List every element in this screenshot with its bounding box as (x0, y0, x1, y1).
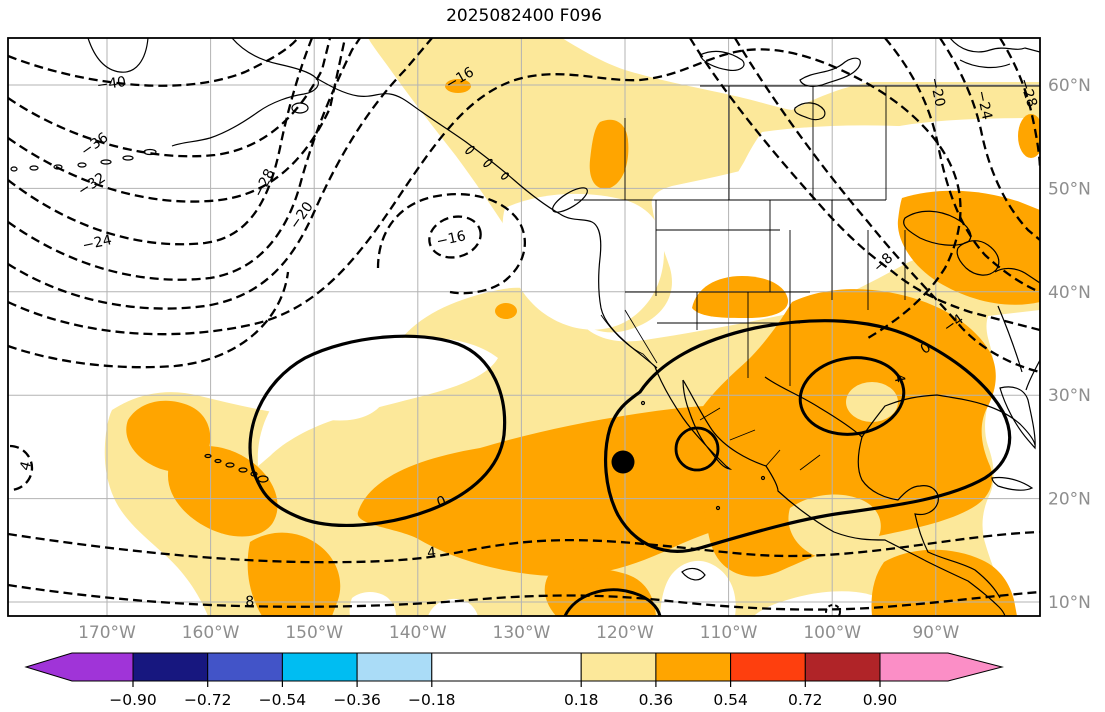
lat-tick-label: 40°N (1048, 283, 1091, 303)
colorbar-segment (580, 652, 657, 682)
colorbar-tick-label: 0.72 (788, 691, 823, 709)
colorbar-tick-label: 0.36 (639, 691, 674, 709)
colorbar-tick-label: −0.36 (333, 691, 381, 709)
colorbar-segment (281, 652, 358, 682)
lon-tick-label: 170°W (78, 623, 136, 643)
lon-tick-label: 150°W (285, 623, 343, 643)
colorbar-extend-left (24, 652, 134, 682)
plot-border (7, 37, 1041, 617)
colorbar-segment (655, 652, 732, 682)
colorbar-extend-right (879, 652, 1004, 682)
longitude-tick-labels: 170°W 160°W 150°W 140°W 130°W 120°W 110°W 100°W… (78, 623, 959, 643)
observation-marker-dot (611, 450, 635, 474)
contour-label: −40 (96, 74, 127, 94)
contour-label: −24 (81, 232, 113, 254)
dashed-contours (8, 38, 1040, 616)
colorbar-tick-label: −0.72 (184, 691, 232, 709)
contour-label: 8 (245, 594, 254, 610)
colorbar-segment (132, 652, 209, 682)
colorbar-tick-label: −0.18 (408, 691, 456, 709)
coastlines (10, 38, 1040, 616)
contour-label: −20 (926, 76, 948, 108)
lat-tick-label: 50°N (1048, 179, 1091, 199)
colorbar: −0.90 −0.72 −0.54 −0.36 −0.18 0.18 0.36 0.54 0.7… (24, 652, 1004, 709)
lon-tick-label: 120°W (596, 623, 654, 643)
colorbar-tick-label: −0.90 (109, 691, 157, 709)
lat-tick-label: 10°N (1048, 593, 1091, 613)
contour-label: 4 (890, 373, 907, 385)
colorbar-tick-label: 0.54 (713, 691, 748, 709)
lon-tick-label: 90°W (912, 623, 959, 643)
colorbar-segment (207, 652, 283, 682)
colorbar-tick-label: 0.90 (863, 691, 898, 709)
colorbar-tick-label: 0.18 (564, 691, 599, 709)
lon-tick-label: 100°W (803, 623, 861, 643)
colorbar-segment (431, 652, 582, 682)
solid-contours (248, 319, 1012, 616)
contour-label: −28 (251, 166, 279, 200)
colorbar-segment (356, 652, 433, 682)
lon-tick-label: 130°W (493, 623, 551, 643)
marker-dot (611, 450, 635, 474)
colorbar-segment (804, 652, 881, 682)
contour-label: −32 (75, 170, 108, 200)
colorbar-tick-label: −0.54 (259, 691, 307, 709)
page-title: 2025082400 F096 (446, 6, 602, 26)
lon-tick-label: 110°W (700, 623, 758, 643)
contour-label: 4 (17, 460, 35, 473)
colorbar-segment (730, 652, 806, 682)
lat-tick-label: 20°N (1048, 490, 1091, 510)
lat-tick-label: 60°N (1048, 76, 1091, 96)
contour-label: 4 (427, 545, 437, 562)
contour-label: −36 (78, 130, 111, 160)
lat-tick-label: 30°N (1048, 386, 1091, 406)
contour-label: −24 (973, 89, 995, 121)
lon-tick-label: 160°W (182, 623, 240, 643)
latitude-tick-labels: 60°N 50°N 40°N 30°N 20°N 10°N (1048, 76, 1091, 613)
lon-tick-label: 140°W (389, 623, 447, 643)
contour-label: −16 (435, 228, 467, 250)
